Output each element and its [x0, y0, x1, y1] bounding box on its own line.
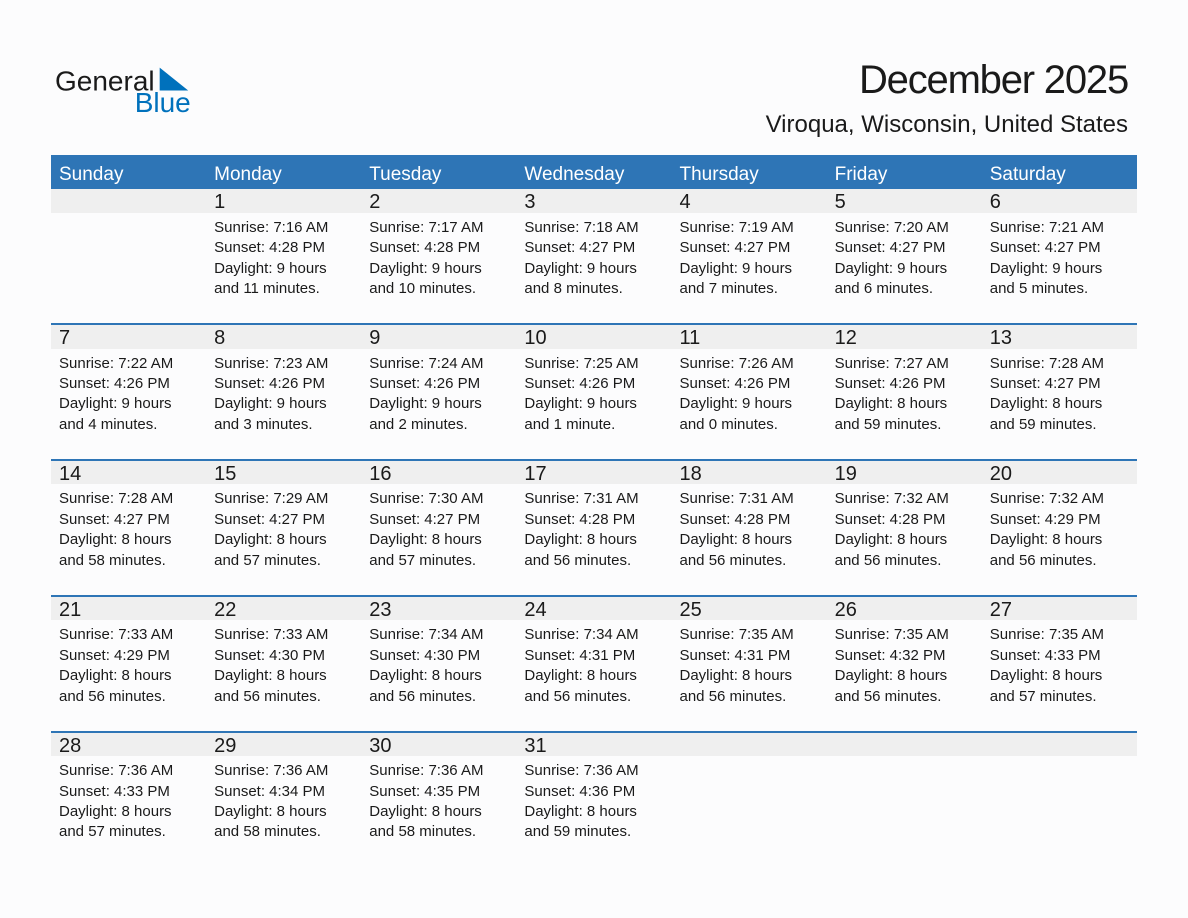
- svg-text:Blue: Blue: [135, 87, 191, 118]
